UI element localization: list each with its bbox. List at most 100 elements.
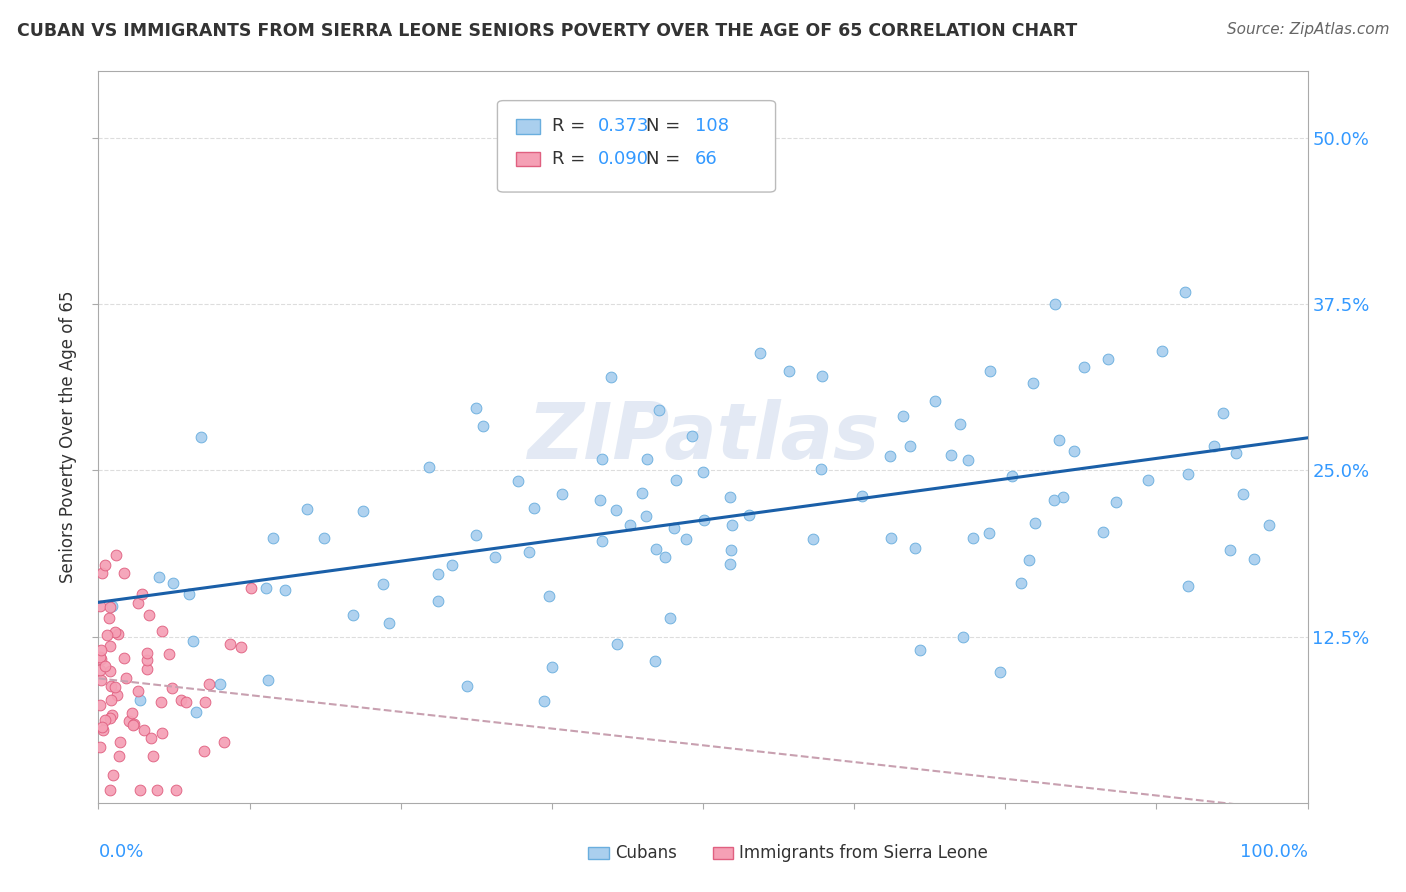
Point [749,345,772,359]
Point [654,550,676,565]
Point [90,673,112,688]
Point [636,509,658,524]
Point [540,660,562,674]
Point [90,642,112,657]
Point [1202,439,1225,453]
Point [418,460,440,475]
Point [104,625,127,640]
Point [692,466,714,480]
Point [721,517,744,532]
Point [90,720,112,734]
Text: Cubans: Cubans [614,844,676,863]
Point [94,558,117,572]
Point [98,600,121,615]
Point [962,531,984,545]
Point [105,548,128,562]
Point [1225,446,1247,460]
Point [1137,474,1160,488]
Point [239,581,262,595]
Point [190,430,212,444]
Point [879,449,901,463]
Point [208,677,231,691]
Point [100,692,122,706]
Point [129,782,152,797]
Point [98,665,121,679]
Point [1024,516,1046,531]
Point [952,630,974,644]
Point [181,634,204,648]
Point [665,473,688,487]
Point [150,624,173,639]
Point [105,688,128,702]
Text: R =: R = [551,150,591,168]
Point [160,681,183,696]
Point [551,487,574,501]
Point [93,713,115,727]
Point [988,665,1011,679]
Point [693,513,716,527]
Point [778,364,800,378]
Point [600,370,623,384]
Text: 0.0%: 0.0% [98,843,143,861]
Text: Immigrants from Sierra Leone: Immigrants from Sierra Leone [740,844,988,863]
Point [89,599,111,613]
Point [644,654,666,668]
Point [150,726,173,740]
Point [801,533,824,547]
Point [718,490,741,504]
Point [117,714,139,728]
Point [138,608,160,623]
Point [908,642,931,657]
Point [904,541,927,555]
Point [1177,579,1199,593]
Point [1010,576,1032,591]
Text: 0.090: 0.090 [598,150,648,168]
Point [127,683,149,698]
Point [115,671,138,685]
Text: N =: N = [647,150,686,168]
Point [811,369,834,384]
Point [924,394,946,409]
Point [197,677,219,691]
Point [148,570,170,584]
Point [949,417,972,432]
Point [1052,490,1074,504]
Text: 108: 108 [695,117,728,136]
Point [630,486,652,500]
Point [184,705,207,719]
Text: ZIPatlas: ZIPatlas [527,399,879,475]
Point [89,663,111,677]
Point [165,782,187,797]
Point [426,566,449,581]
Y-axis label: Seniors Poverty Over the Age of 65: Seniors Poverty Over the Age of 65 [59,291,77,583]
Point [373,577,395,591]
Point [131,587,153,601]
Point [533,694,555,708]
Point [605,503,627,517]
Point [122,717,145,731]
Point [591,534,613,549]
Point [295,501,318,516]
Point [939,448,962,462]
Point [90,566,112,581]
Point [645,541,668,556]
Point [471,419,494,434]
Point [898,438,921,452]
Point [648,403,671,417]
Point [97,611,120,625]
Point [314,531,336,545]
Point [1043,297,1066,311]
Point [484,549,506,564]
Point [98,711,121,725]
Point [262,531,284,545]
Point [538,589,561,603]
Point [94,658,117,673]
Point [880,532,903,546]
Text: R =: R = [551,117,591,136]
Point [636,452,658,467]
Point [219,637,242,651]
Point [1073,360,1095,375]
Point [1243,551,1265,566]
Point [1047,433,1070,447]
Point [145,782,167,797]
